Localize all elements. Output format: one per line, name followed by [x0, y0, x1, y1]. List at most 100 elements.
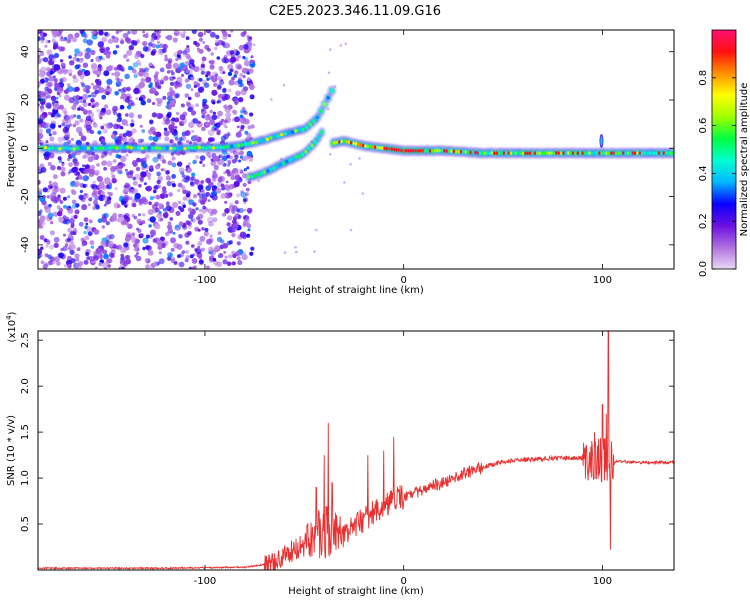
- noise-blob: [233, 74, 237, 78]
- noise-blob: [201, 60, 205, 64]
- noise-blob: [56, 205, 61, 210]
- noise-blob: [166, 252, 171, 256]
- noise-blob: [117, 112, 122, 118]
- noise-blob: [111, 178, 117, 184]
- noise-blob: [219, 79, 225, 86]
- noise-blob: [216, 261, 223, 268]
- noise-blob: [240, 191, 247, 198]
- y-tick-label: 40: [20, 45, 31, 58]
- noise-blob: [313, 250, 316, 253]
- noise-blob: [193, 66, 200, 72]
- noise-blob: [39, 107, 45, 113]
- noise-blob: [228, 193, 232, 197]
- noise-blob: [155, 44, 160, 49]
- noise-blob: [48, 260, 53, 266]
- noise-blob: [186, 45, 190, 48]
- noise-blob: [191, 30, 197, 34]
- noise-blob: [156, 30, 161, 35]
- noise-blob: [176, 227, 180, 231]
- y-tick-label: 20: [20, 94, 31, 107]
- noise-blob: [68, 162, 73, 168]
- noise-blob: [198, 33, 201, 37]
- colorbar-label: Normalized spectral amplitude: [739, 83, 750, 237]
- noise-blob: [94, 172, 99, 176]
- noise-blob: [54, 107, 58, 110]
- noise-blob: [131, 213, 135, 218]
- noise-blob: [43, 95, 48, 101]
- noise-blob: [89, 129, 95, 135]
- noise-blob: [98, 87, 105, 94]
- noise-blob: [105, 221, 110, 226]
- noise-blob: [156, 179, 161, 185]
- noise-blob: [162, 189, 167, 195]
- noise-blob: [105, 46, 110, 52]
- noise-blob: [83, 230, 87, 235]
- noise-blob: [181, 174, 186, 178]
- noise-blob: [131, 128, 137, 134]
- noise-blob: [212, 111, 216, 115]
- noise-blob: [181, 33, 186, 38]
- noise-blob: [95, 69, 102, 76]
- noise-blob: [70, 224, 75, 229]
- noise-blob: [134, 71, 139, 76]
- noise-blob: [171, 183, 176, 188]
- noise-blob: [157, 136, 162, 141]
- noise-blob: [79, 99, 84, 104]
- noise-blob: [282, 83, 286, 87]
- noise-blob: [136, 252, 139, 255]
- noise-blob: [148, 224, 152, 228]
- noise-blob: [118, 30, 123, 33]
- noise-blob: [61, 122, 66, 127]
- noise-blob: [40, 246, 44, 250]
- noise-blob: [172, 231, 176, 235]
- noise-blob: [89, 240, 95, 246]
- noise-blob: [89, 168, 96, 175]
- noise-blob: [247, 228, 251, 232]
- noise-blob: [197, 219, 203, 225]
- noise-blob: [88, 197, 93, 202]
- noise-blob: [142, 237, 149, 244]
- noise-blob: [126, 96, 130, 100]
- noise-blob: [62, 196, 67, 201]
- noise-blob: [126, 86, 131, 92]
- noise-blob: [157, 98, 163, 104]
- noise-blob: [234, 158, 238, 162]
- noise-blob: [187, 231, 192, 236]
- spectrogram-plot-area: [38, 30, 674, 269]
- noise-blob: [210, 250, 217, 256]
- noise-blob: [59, 187, 66, 194]
- noise-blob: [244, 60, 250, 67]
- noise-blob: [170, 81, 174, 86]
- noise-blob: [131, 40, 136, 45]
- noise-blob: [220, 193, 227, 199]
- noise-blob: [107, 240, 114, 248]
- noise-blob: [149, 196, 154, 201]
- noise-blob: [215, 122, 221, 128]
- noise-blob: [69, 114, 75, 120]
- noise-blob: [97, 85, 101, 89]
- noise-blob: [40, 39, 44, 44]
- noise-blob: [46, 94, 51, 99]
- noise-blob: [119, 78, 124, 82]
- noise-blob: [101, 57, 105, 61]
- noise-blob: [91, 105, 95, 108]
- noise-blob: [184, 78, 189, 83]
- noise-blob: [150, 38, 155, 43]
- noise-blob: [187, 162, 191, 166]
- noise-blob: [176, 161, 183, 167]
- noise-blob: [46, 67, 51, 72]
- noise-blob: [217, 84, 222, 90]
- noise-blob: [209, 234, 213, 238]
- noise-blob: [94, 89, 99, 95]
- noise-blob: [137, 138, 143, 144]
- noise-blob: [97, 218, 103, 223]
- noise-blob: [162, 212, 169, 219]
- noise-blob: [177, 200, 182, 204]
- noise-blob: [176, 50, 182, 55]
- noise-blob: [90, 49, 96, 56]
- x-tick-label: 0: [401, 576, 407, 587]
- noise-blob: [106, 78, 113, 85]
- noise-blob: [157, 163, 161, 167]
- noise-blob: [69, 249, 75, 255]
- noise-blob: [71, 203, 77, 209]
